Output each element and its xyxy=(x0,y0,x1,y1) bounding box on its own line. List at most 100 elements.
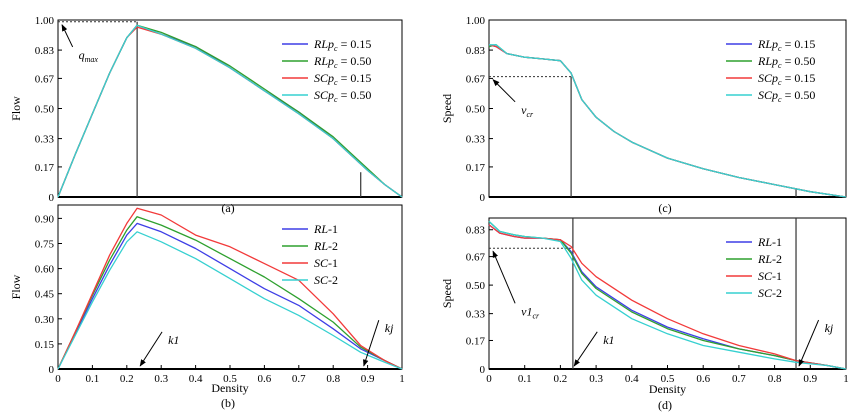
annotation-arrow xyxy=(492,250,516,304)
y-tick-label: 0.67 xyxy=(466,252,486,264)
legend-label: RL-1 xyxy=(313,222,338,236)
x-tick-label: 0.2 xyxy=(120,373,134,385)
x-tick-label: 0.4 xyxy=(189,373,203,385)
series-line-sc-2 xyxy=(488,220,847,370)
legend-label-sub: c xyxy=(778,44,782,53)
series-line-rlpc-0-50 xyxy=(57,24,403,198)
y-tick-label: 1.00 xyxy=(466,15,486,27)
series-line-rlpc-0-15 xyxy=(57,24,403,198)
y-tick-label: 0.45 xyxy=(35,289,55,301)
x-tick-label: 0.7 xyxy=(292,373,306,385)
panel-caption: (c) xyxy=(658,201,671,215)
y-tick-label: 0.83 xyxy=(35,45,55,57)
legend-label-sub: c xyxy=(334,44,338,53)
y-tick-label: 1.00 xyxy=(35,15,55,27)
legend-label-italic: RL xyxy=(757,235,772,249)
legend-label: RL-2 xyxy=(757,252,782,266)
y-axis-label: Flow xyxy=(9,96,23,121)
x-tick-label: 0.9 xyxy=(803,373,817,385)
legend-label: RL-2 xyxy=(313,239,338,253)
annotation-arrow xyxy=(363,320,380,367)
annotation-label: vcr xyxy=(521,103,534,119)
series-line-rl-2 xyxy=(57,216,403,370)
plot-frame xyxy=(57,204,403,370)
legend-label: SCpc = 0.15 xyxy=(758,71,815,87)
y-tick-label: 0.17 xyxy=(466,335,486,347)
annotation-sub: max xyxy=(85,55,99,64)
y-tick-label: 0.33 xyxy=(35,134,55,146)
annotation-main: kj xyxy=(825,321,834,335)
legend-label: RLpc = 0.50 xyxy=(757,54,815,70)
annotation-label: k1 xyxy=(168,333,179,347)
legend-label-italic: SCp xyxy=(758,88,778,102)
legend-label-rest: = 0.15 xyxy=(338,71,372,85)
legend-label: SC-2 xyxy=(758,286,782,300)
x-tick-label: 0.6 xyxy=(696,373,710,385)
x-tick-label: 0.3 xyxy=(154,373,168,385)
legend-label-italic: SCp xyxy=(758,71,778,85)
x-tick-label: 0.7 xyxy=(732,373,746,385)
series-line-sc-2 xyxy=(57,231,403,370)
x-tick-label: 0.3 xyxy=(589,373,603,385)
annotation-main: kj xyxy=(385,321,394,335)
legend-label-rest: -1 xyxy=(772,269,782,283)
annotation-arrow xyxy=(139,331,163,367)
y-tick-label: 0.30 xyxy=(35,314,55,326)
x-tick-label: 1 xyxy=(399,373,405,385)
x-tick-label: 0.5 xyxy=(223,373,237,385)
annotation-label: v1cr xyxy=(521,304,540,320)
x-tick-label: 0.6 xyxy=(258,373,272,385)
x-tick-label: 0.4 xyxy=(625,373,639,385)
legend-label-italic: RL xyxy=(313,239,328,253)
legend-label: SC-2 xyxy=(314,273,338,287)
legend-label-sub: c xyxy=(334,95,338,104)
series-line-rl-2 xyxy=(488,220,847,370)
legend-label-rest: -1 xyxy=(328,256,338,270)
y-tick-label: 0 xyxy=(49,192,55,204)
legend-label-rest: = 0.15 xyxy=(782,37,816,51)
series-line-sc-1 xyxy=(488,224,847,370)
y-tick-label: 0.67 xyxy=(35,73,55,85)
annotation-label: kj xyxy=(825,321,834,335)
y-tick-label: 0.17 xyxy=(35,162,55,174)
legend-label-sub: c xyxy=(334,78,338,87)
legend-label-rest: = 0.50 xyxy=(782,54,816,68)
plot-frame xyxy=(488,217,847,370)
legend-label-italic: RL xyxy=(757,252,772,266)
legend-label-rest: -2 xyxy=(772,252,782,266)
y-tick-label: 0.50 xyxy=(466,104,486,116)
y-tick-label: 0.75 xyxy=(35,238,55,250)
y-tick-label: 0.50 xyxy=(35,104,55,116)
x-axis-label: Density xyxy=(211,381,248,395)
x-tick-label: 0.1 xyxy=(518,373,532,385)
x-tick-label: 0 xyxy=(486,373,492,385)
annotation-arrow xyxy=(573,331,598,367)
y-tick-label: 0.33 xyxy=(466,134,486,146)
legend-label-rest: -2 xyxy=(328,239,338,253)
x-tick-label: 0.8 xyxy=(326,373,340,385)
y-tick-label: 0.33 xyxy=(466,309,486,321)
legend-label: SC-1 xyxy=(758,269,782,283)
x-tick-label: 0 xyxy=(55,373,61,385)
legend-label-rest: = 0.50 xyxy=(782,88,816,102)
legend-label-rest: = 0.50 xyxy=(338,88,372,102)
legend-label-italic: SC xyxy=(758,286,773,300)
annotation-main: v1 xyxy=(521,304,532,318)
legend-label-rest: = 0.15 xyxy=(338,37,372,51)
x-tick-label: 1 xyxy=(843,373,849,385)
legend-label: RL-1 xyxy=(757,235,782,249)
y-tick-label: 0.50 xyxy=(466,280,486,292)
y-tick-label: 0.17 xyxy=(466,162,486,174)
y-tick-label: 0.90 xyxy=(35,213,55,225)
series-line-rl-1 xyxy=(488,224,847,370)
legend-label-sub: c xyxy=(778,78,782,87)
legend-label-italic: SC xyxy=(314,273,329,287)
legend-label: RLpc = 0.15 xyxy=(757,37,815,53)
annotation-arrow xyxy=(798,319,820,367)
legend-label-rest: -1 xyxy=(328,222,338,236)
legend-label: RLpc = 0.50 xyxy=(313,54,371,70)
y-axis-label: Speed xyxy=(440,94,454,123)
legend-label: SCpc = 0.50 xyxy=(758,88,815,104)
